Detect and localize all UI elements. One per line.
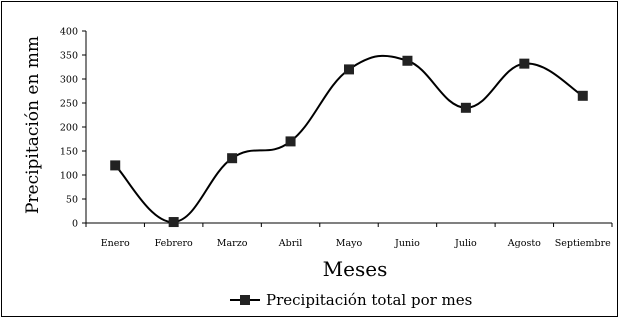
y-tick-label: 0 xyxy=(72,219,78,230)
y-tick-label: 250 xyxy=(60,99,78,110)
x-tick-label: Mayo xyxy=(336,238,363,249)
data-point-marker xyxy=(461,103,471,113)
legend-marker-swatch xyxy=(240,295,250,305)
x-tick-label: Febrero xyxy=(155,238,193,249)
data-point-marker xyxy=(286,136,296,146)
y-tick-label: 150 xyxy=(60,147,78,158)
x-tick-label: Enero xyxy=(101,238,130,249)
legend: Precipitación total por mes xyxy=(230,291,472,309)
y-axis-ticks: 0 50 100 150 200 250 300 350 400 xyxy=(60,27,86,230)
data-point-marker xyxy=(227,153,237,163)
data-point-marker xyxy=(519,59,529,69)
legend-label: Precipitación total por mes xyxy=(266,291,472,309)
y-tick-label: 350 xyxy=(60,51,78,62)
x-tick-label: Agosto xyxy=(507,238,541,249)
x-axis-ticks: Enero Febrero Marzo Abril Mayo Junio Julio Agos… xyxy=(86,223,612,249)
data-point-marker xyxy=(578,91,588,101)
data-point-marker xyxy=(344,64,354,74)
y-tick-label: 50 xyxy=(66,195,78,206)
y-tick-label: 300 xyxy=(60,75,78,86)
x-tick-label: Abril xyxy=(278,238,303,249)
data-point-marker xyxy=(110,160,120,170)
data-point-marker xyxy=(402,56,412,66)
series-line xyxy=(115,56,583,222)
y-tick-label: 200 xyxy=(60,123,78,134)
data-point-marker xyxy=(169,217,179,227)
x-axis-title: Meses xyxy=(323,257,388,281)
x-tick-label: Marzo xyxy=(217,238,248,249)
x-tick-label: Junio xyxy=(394,238,420,249)
y-tick-label: 100 xyxy=(60,171,78,182)
y-tick-label: 400 xyxy=(60,27,78,38)
x-tick-label: Julio xyxy=(454,238,477,249)
series-markers xyxy=(110,56,588,227)
x-tick-label: Septiembre xyxy=(555,238,611,249)
y-axis-title: Precipitación en mm xyxy=(23,36,43,214)
